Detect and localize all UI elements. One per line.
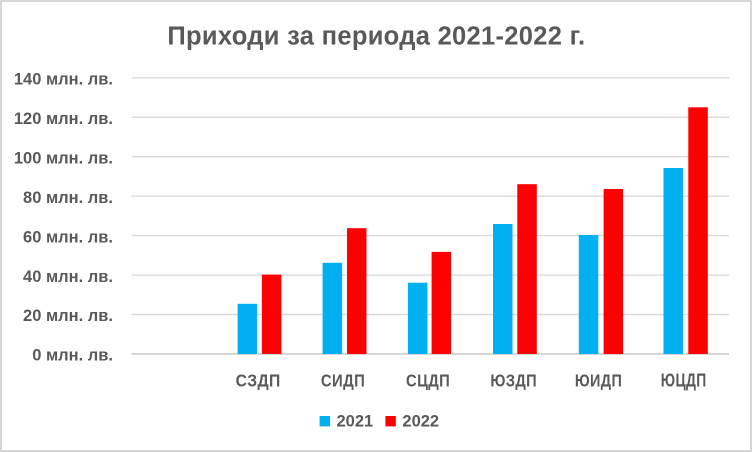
svg-text:ЮИДП: ЮИДП: [575, 371, 622, 391]
svg-text:0 млн. лв.: 0 млн. лв.: [32, 347, 113, 365]
svg-text:80 млн. лв.: 80 млн. лв.: [23, 189, 113, 207]
svg-text:Приходи за периода 2021-2022 г: Приходи за периода 2021-2022 г.: [167, 23, 585, 51]
svg-text:ЮЗДП: ЮЗДП: [490, 371, 537, 391]
svg-text:120 млн. лв.: 120 млн. лв.: [14, 110, 113, 128]
svg-text:140 млн. лв.: 140 млн. лв.: [14, 71, 113, 89]
svg-text:100 млн. лв.: 100 млн. лв.: [14, 149, 113, 167]
svg-text:СИДП: СИДП: [321, 371, 365, 391]
svg-text:СЦДП: СЦДП: [406, 371, 450, 391]
svg-text:2021: 2021: [337, 413, 374, 431]
svg-text:20 млн. лв.: 20 млн. лв.: [23, 307, 113, 325]
svg-text:ЮЦДП: ЮЦДП: [661, 371, 707, 391]
svg-text:СЗДП: СЗДП: [236, 370, 281, 390]
svg-text:60 млн. лв.: 60 млн. лв.: [23, 228, 113, 246]
svg-text:40 млн. лв.: 40 млн. лв.: [23, 268, 113, 286]
svg-text:2022: 2022: [402, 413, 439, 431]
